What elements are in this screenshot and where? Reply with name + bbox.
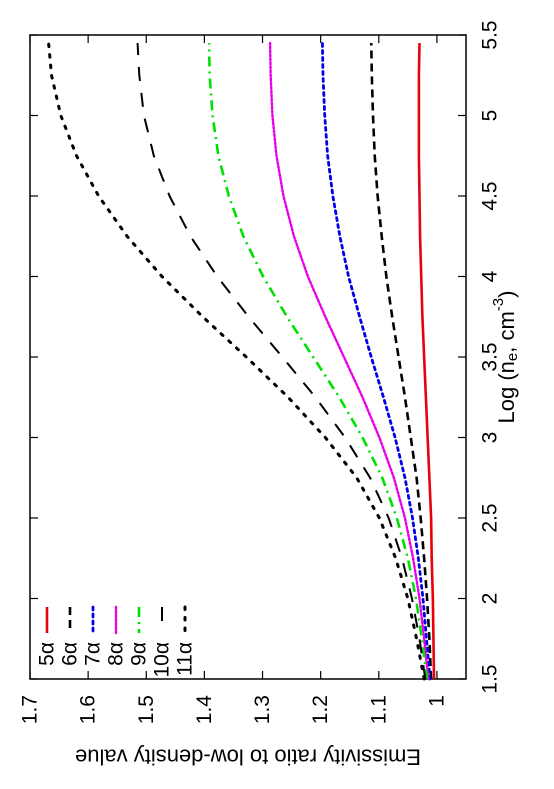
legend-label-7: 11α (174, 642, 197, 676)
plot-area: 1.5 2 2.5 3 3.5 4 4.5 5 5.5 1 1.1 1.2 1.3 1.4 1.5 1.6 1.… (19, 20, 502, 724)
x-axis-label: Log (ne, cm-3) (490, 291, 521, 424)
labels-layer: Log (ne, cm-3) Emissivity ratio to low-de… (75, 291, 521, 770)
x-tick-label: 3.5 (479, 342, 502, 371)
x-tick-label: 5 (479, 110, 502, 122)
series-line-5 (207, 43, 429, 680)
y-tick-label: 1.6 (77, 695, 100, 724)
x-tick-label: 1.5 (479, 664, 502, 693)
series-line-4 (268, 41, 430, 681)
y-tick-label: 1.2 (309, 695, 332, 724)
y-tick-label: 1.3 (251, 695, 274, 724)
legend: 5α 6α 7α 8α 9α 10α 11α (36, 605, 197, 678)
ticks-layer: 1.5 2 2.5 3 3.5 4 4.5 5 5.5 1 1.1 1.2 1.3 1.4 1.5 1.6 1.… (19, 20, 502, 724)
series-line-1 (417, 43, 436, 680)
y-axis-label: Emissivity ratio to low-density value (75, 745, 421, 770)
y-tick-label: 1.4 (193, 695, 216, 725)
y-tick-label: 1.1 (367, 695, 390, 724)
series-layer (47, 41, 436, 681)
series-line-7 (47, 41, 426, 681)
x-tick-label: 2.5 (479, 503, 502, 532)
x-tick-label: 2 (479, 593, 502, 605)
series-line-3 (321, 41, 432, 681)
legend-label-5: 9α (128, 642, 151, 666)
y-tick-label: 1 (425, 695, 448, 707)
series-line-2 (369, 43, 433, 680)
plot-frame (29, 34, 467, 680)
legend-label-6: 10α (151, 642, 174, 678)
y-tick-label: 1.5 (135, 695, 158, 724)
legend-label-2: 6α (59, 642, 82, 666)
x-tick-label: 5.5 (479, 20, 502, 49)
legend-label-4: 8α (105, 642, 128, 666)
x-tick-label: 4.5 (479, 181, 502, 210)
x-tick-label: 3 (479, 432, 502, 444)
series-line-6 (136, 42, 427, 680)
legend-label-3: 7α (82, 642, 105, 666)
legend-label-1: 5α (36, 642, 59, 666)
x-tick-label: 4 (479, 270, 502, 282)
y-tick-label: 1.7 (19, 695, 42, 724)
